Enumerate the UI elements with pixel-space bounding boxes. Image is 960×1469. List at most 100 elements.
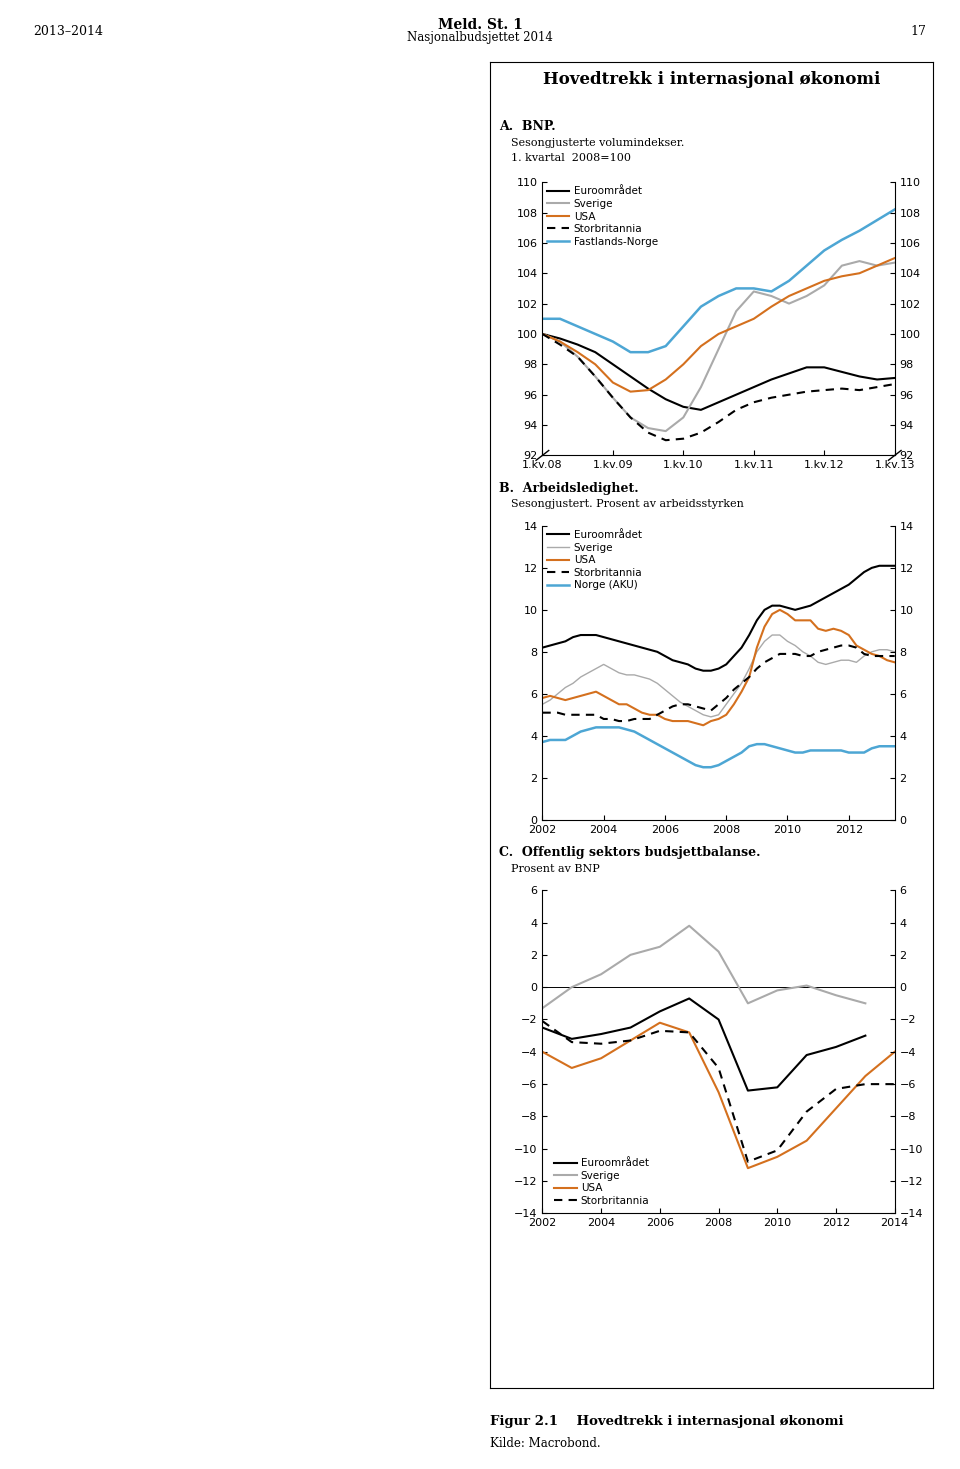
USA xyxy=(695,338,707,355)
Line: USA: USA xyxy=(542,1022,895,1168)
Norge (AKU) xyxy=(789,743,801,761)
Euroområdet xyxy=(881,557,893,574)
Fastlands-Norge xyxy=(731,279,742,297)
Storbritannia xyxy=(735,674,747,692)
Storbritannia xyxy=(667,698,679,715)
USA xyxy=(735,683,747,701)
Euroområdet xyxy=(783,364,795,382)
Text: Nasjonalbudsjettet 2014: Nasjonalbudsjettet 2014 xyxy=(407,31,553,44)
Storbritannia xyxy=(889,1075,900,1093)
Euroområdet xyxy=(858,563,870,580)
USA xyxy=(751,639,762,657)
Storbritannia xyxy=(552,704,564,721)
Line: Sverige: Sverige xyxy=(542,261,895,430)
Sverige xyxy=(684,917,695,934)
USA xyxy=(812,620,824,638)
Norge (AKU) xyxy=(706,758,717,776)
Text: 1. kvartal  2008=100: 1. kvartal 2008=100 xyxy=(511,153,631,163)
Norge (AKU) xyxy=(881,737,893,755)
Euroområdet xyxy=(774,596,785,614)
Storbritannia xyxy=(567,707,579,724)
Storbritannia xyxy=(820,640,831,658)
USA xyxy=(774,601,785,618)
Sverige xyxy=(858,648,870,665)
Sverige xyxy=(804,648,816,665)
USA xyxy=(606,692,617,710)
Sverige xyxy=(698,707,709,724)
Sverige xyxy=(748,282,759,300)
Storbritannia xyxy=(678,430,689,448)
Norge (AKU) xyxy=(560,732,571,749)
Storbritannia xyxy=(819,382,830,400)
USA xyxy=(575,687,587,705)
Sverige xyxy=(537,999,548,1017)
Sverige xyxy=(851,654,862,671)
USA xyxy=(720,707,732,724)
Text: Meld. St. 1: Meld. St. 1 xyxy=(438,18,522,32)
Sverige xyxy=(706,708,717,726)
Storbritannia xyxy=(590,707,602,724)
Storbritannia xyxy=(830,1080,842,1097)
Sverige xyxy=(742,995,754,1012)
Text: Kilde: Macrobond.: Kilde: Macrobond. xyxy=(490,1437,600,1450)
Line: Storbritannia: Storbritannia xyxy=(542,333,895,441)
Euroområdet xyxy=(735,639,747,657)
Storbritannia xyxy=(783,386,795,404)
Line: Euroområdet: Euroområdet xyxy=(542,999,865,1090)
Euroområdet xyxy=(642,380,654,398)
USA xyxy=(797,611,808,629)
USA xyxy=(684,1024,695,1042)
Euroområdet xyxy=(690,660,702,677)
Storbritannia xyxy=(804,648,816,665)
Euroområdet xyxy=(889,557,900,574)
Fastlands-Norge xyxy=(712,288,724,306)
Storbritannia xyxy=(636,710,648,727)
Storbritannia xyxy=(572,348,584,366)
Sverige xyxy=(590,660,602,677)
Euroområdet xyxy=(544,636,556,654)
USA xyxy=(766,605,778,623)
USA xyxy=(881,651,893,668)
Sverige xyxy=(583,664,594,682)
Storbritannia xyxy=(683,695,694,712)
USA xyxy=(583,685,594,702)
Text: Hovedtrekk i internasjonal økonomi: Hovedtrekk i internasjonal økonomi xyxy=(542,71,880,88)
USA xyxy=(560,692,571,710)
Text: Sesongjustert. Prosent av arbeidsstyrken: Sesongjustert. Prosent av arbeidsstyrken xyxy=(511,499,744,510)
Norge (AKU) xyxy=(606,718,617,736)
USA xyxy=(595,1049,607,1066)
USA xyxy=(698,717,709,734)
Norge (AKU) xyxy=(675,748,686,765)
Line: Euroområdet: Euroområdet xyxy=(542,333,895,410)
Sverige xyxy=(560,679,571,696)
Fastlands-Norge xyxy=(660,338,671,355)
USA xyxy=(853,264,865,282)
Storbritannia xyxy=(589,367,601,385)
Norge (AKU) xyxy=(774,739,785,757)
Norge (AKU) xyxy=(667,743,679,761)
Sverige xyxy=(652,674,663,692)
Storbritannia xyxy=(712,413,724,430)
Norge (AKU) xyxy=(758,736,770,754)
Sverige xyxy=(766,288,778,306)
USA xyxy=(835,621,847,639)
Sverige xyxy=(621,665,633,683)
Norge (AKU) xyxy=(797,743,808,761)
Sverige xyxy=(712,707,724,724)
Legend: Euroområdet, Sverige, USA, Storbritannia: Euroområdet, Sverige, USA, Storbritannia xyxy=(553,1158,650,1208)
Euroområdet xyxy=(583,626,594,643)
Storbritannia xyxy=(598,710,610,727)
Euroområdet xyxy=(567,629,579,646)
Fastlands-Norge xyxy=(819,242,830,260)
USA xyxy=(820,621,831,639)
Storbritannia xyxy=(613,712,625,730)
Storbritannia xyxy=(660,432,671,450)
Euroområdet xyxy=(598,629,610,646)
Norge (AKU) xyxy=(621,721,633,739)
Euroområdet xyxy=(851,570,862,588)
Storbritannia xyxy=(554,336,565,354)
Norge (AKU) xyxy=(720,752,732,770)
Sverige xyxy=(751,643,762,661)
USA xyxy=(758,618,770,636)
Euroområdet xyxy=(537,325,548,342)
